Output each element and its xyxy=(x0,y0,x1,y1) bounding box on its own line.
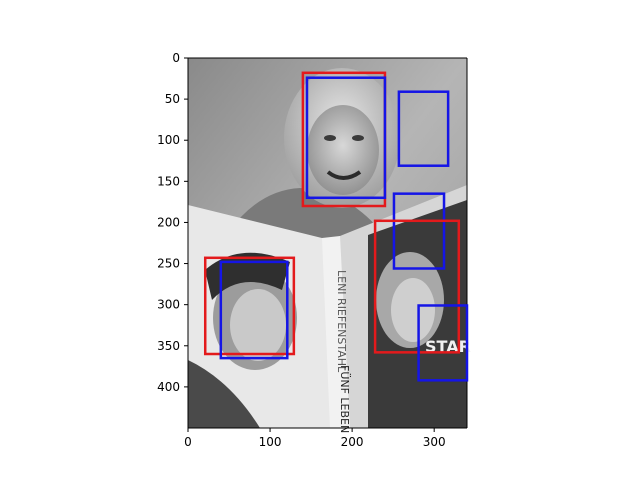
bounding-box-blue-7 xyxy=(417,304,469,382)
y-tick-label: 0 xyxy=(172,51,180,65)
spine-text-name: LENI RIEFENSTAHL xyxy=(335,270,348,373)
y-tick-label: 300 xyxy=(157,298,180,312)
bounding-box-blue-3 xyxy=(392,192,446,270)
y-tick-label: 200 xyxy=(157,215,180,229)
bounding-box-red-5 xyxy=(203,256,296,356)
y-tick-label: 150 xyxy=(157,174,180,188)
bounding-box-blue-1 xyxy=(305,76,387,200)
x-tick-label: 300 xyxy=(423,435,446,449)
y-axis-ticks: 0 50 100 150 200 250 300 350 400 xyxy=(157,51,188,394)
y-tick-label: 400 xyxy=(157,380,180,394)
y-tick-label: 350 xyxy=(157,339,180,353)
y-tick-label: 250 xyxy=(157,257,180,271)
x-axis-ticks: 0 100 200 300 xyxy=(184,428,446,449)
spine-text-title: FÜNF LEBEN xyxy=(338,365,351,433)
x-tick-label: 100 xyxy=(259,435,282,449)
y-tick-label: 50 xyxy=(165,92,180,106)
x-tick-label: 200 xyxy=(341,435,364,449)
y-tick-label: 100 xyxy=(157,133,180,147)
bounding-boxes xyxy=(203,71,469,382)
x-tick-label: 0 xyxy=(184,435,192,449)
bounding-box-blue-2 xyxy=(397,90,450,167)
bounding-box-blue-6 xyxy=(219,260,289,360)
bounding-box-red-4 xyxy=(373,219,461,354)
photo-image xyxy=(188,58,467,428)
